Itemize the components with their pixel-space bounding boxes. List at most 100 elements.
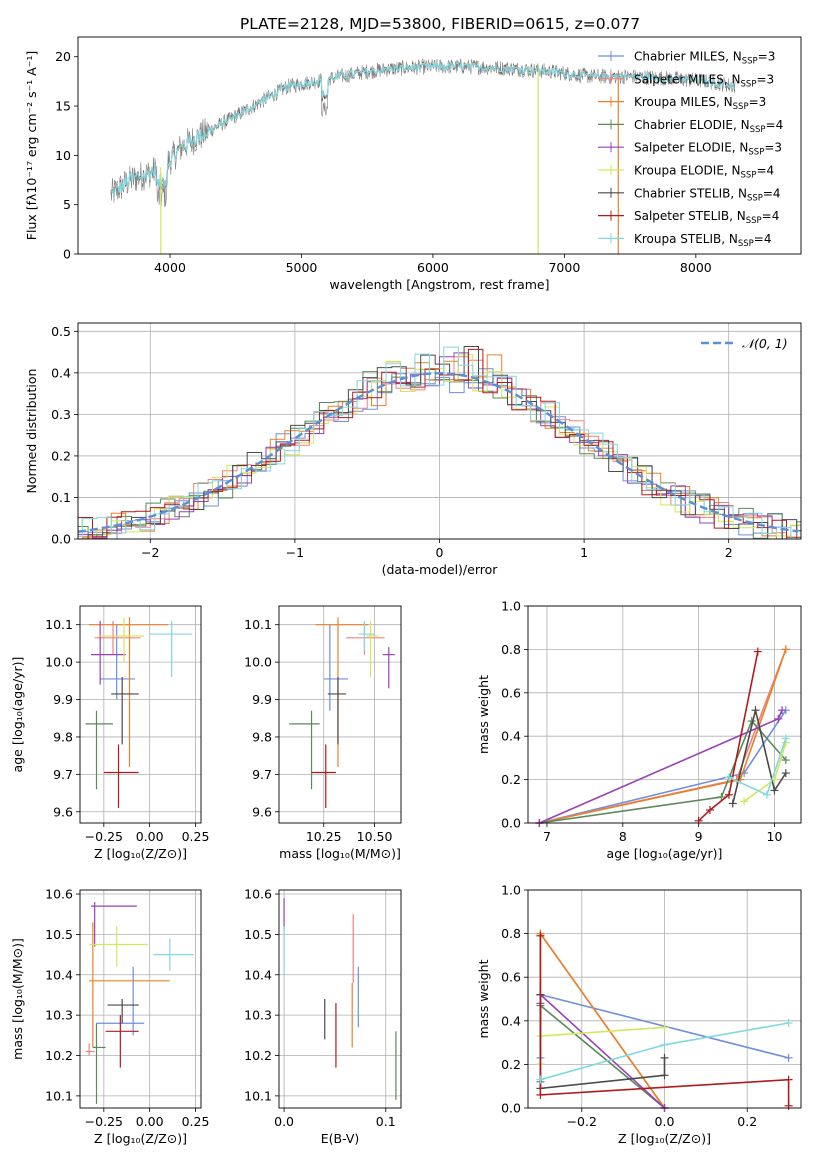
- mass-vs-ebv-panel: 0.0 0.1 10.1 10.2 10.3 10.4 10.5 10.6 E(B-V): [244, 887, 402, 1146]
- x-tick-label: 0.0: [655, 1114, 675, 1129]
- spectrum-panel: 4000 5000 6000 7000 8000 0 5 10 15 20 wavelength […: [24, 36, 802, 292]
- mass-vs-metallicity-panel: −0.25 0.00 0.25 10.1 10.2 10.3 10.4 10.5 10.6 Z […: [10, 887, 209, 1146]
- y-tick-label: 9.8: [53, 729, 73, 744]
- errorbar-point-salpeter-stelib: [103, 744, 139, 809]
- legend-label: Salpeter ELODIE, NSSP=3: [634, 141, 782, 158]
- y-tick-label: 0: [63, 247, 71, 262]
- x-tick-label: −0.2: [567, 1114, 597, 1129]
- errorbar-point-kroupa-stelib: [358, 620, 375, 651]
- x-tick-label: 0.00: [136, 829, 164, 844]
- y-tick-label: 10.6: [244, 887, 272, 902]
- legend-label: Kroupa STELIB, NSSP=4: [634, 232, 772, 249]
- y-tick-label: 10: [55, 148, 71, 163]
- histogram-salpeter-elodie: [78, 352, 801, 539]
- errorbar-point-chabrier-elodie: [92, 1023, 106, 1104]
- errorbar-point-kroupa-miles: [89, 617, 168, 767]
- y-axis-label: Normed distribution: [24, 369, 39, 494]
- y-tick-label: 5: [63, 197, 71, 212]
- y-tick-label: 0.2: [501, 1057, 521, 1072]
- y-tick-label: 1.0: [501, 599, 521, 614]
- errorbar-point-kroupa-elodie: [366, 620, 379, 678]
- errorbar-point-chabrier-stelib: [111, 677, 139, 745]
- x-tick-label: 1: [580, 545, 588, 560]
- x-tick-label: 2: [725, 545, 733, 560]
- histogram-kroupa-stelib: [78, 346, 801, 539]
- x-axis-label: (data-model)/error: [382, 562, 499, 577]
- errorbar-point-chabrier-miles: [323, 624, 349, 711]
- y-tick-label: 10.0: [244, 655, 272, 670]
- errorbar-point-kroupa-elodie: [98, 617, 145, 663]
- y-tick-label: 15: [55, 99, 71, 114]
- x-axis-label: age [log₁₀(age/yr)]: [607, 846, 723, 861]
- x-tick-label: 9: [695, 829, 703, 844]
- y-tick-label: 9.7: [53, 767, 73, 782]
- x-axis-label: Z [log₁₀(Z/Z⊙)]: [618, 1131, 711, 1146]
- legend-label: Chabrier MILES, NSSP=3: [634, 50, 775, 67]
- y-tick-label: 10.1: [45, 617, 73, 632]
- y-axis-label: mass weight: [476, 675, 491, 754]
- x-tick-label: −2: [141, 545, 159, 560]
- x-tick-label: 8: [619, 829, 627, 844]
- axes-frame: [278, 889, 402, 1109]
- y-tick-label: 10.5: [244, 927, 272, 942]
- x-axis-label: Z [log₁₀(Z/Z⊙)]: [94, 846, 187, 861]
- figure-title: PLATE=2128, MJD=53800, FIBERID=0615, z=0…: [240, 15, 640, 33]
- y-tick-label: 0.0: [501, 1101, 521, 1116]
- x-tick-label: 0.25: [182, 829, 210, 844]
- y-tick-label: 9.9: [252, 692, 272, 707]
- model-spectrum-kroupa-stelib-top: [110, 60, 736, 198]
- normal-curve-line: [78, 372, 799, 533]
- x-tick-label: 0.00: [136, 1114, 164, 1129]
- y-tick-label: 10.1: [244, 1088, 272, 1103]
- errorbar-point-salpeter-miles: [85, 1043, 95, 1056]
- x-tick-label: −0.25: [85, 1114, 123, 1129]
- histogram-chabrier-stelib: [78, 346, 801, 539]
- y-tick-label: 0.3: [51, 407, 71, 422]
- spectrum-legend: Chabrier MILES, NSSP=3 Salpeter MILES, NS…: [598, 50, 783, 249]
- errorbar-point-kroupa-elodie: [89, 926, 148, 967]
- x-tick-label: 0: [436, 545, 444, 560]
- legend-label: Kroupa ELODIE, NSSP=4: [634, 164, 774, 181]
- errorbar-point-salpeter-stelib: [105, 1015, 139, 1068]
- x-axis-label: mass [log₁₀(M/M⊙)]: [279, 846, 401, 861]
- y-tick-label: 10.3: [45, 1008, 73, 1023]
- axes-frame: [79, 889, 202, 1109]
- weight-vs-age-panel: 7 8 9 10 0.0 0.2 0.4 0.6 0.8 1.0 age [log₁₀(age/yr…: [476, 599, 802, 861]
- errorbar-point-kroupa-miles: [89, 922, 170, 1048]
- y-tick-label: 10.6: [45, 887, 73, 902]
- y-tick-label: 0.6: [501, 685, 521, 700]
- y-tick-label: 0.8: [501, 926, 521, 941]
- y-tick-label: 10.2: [244, 1048, 272, 1063]
- errorbar-point-salpeter-elodie: [382, 647, 395, 689]
- errorbar-point-kroupa-stelib: [149, 620, 192, 678]
- errorbar-point-salpeter-miles: [346, 620, 385, 655]
- weight-line-salpeter-stelib: [698, 651, 759, 822]
- x-tick-label: 0.2: [737, 1114, 757, 1129]
- x-tick-label: 7000: [548, 260, 580, 275]
- weight-line-chabrier-stelib: [732, 710, 787, 804]
- x-tick-label: 5000: [286, 260, 318, 275]
- y-tick-label: 10.4: [244, 967, 272, 982]
- y-tick-label: 0.5: [51, 324, 71, 339]
- y-tick-label: 0.8: [501, 642, 521, 657]
- errorbar-point-chabrier-stelib: [107, 999, 139, 1024]
- y-tick-label: 0.4: [51, 365, 71, 380]
- y-tick-label: 0.2: [51, 448, 71, 463]
- y-axis-label: mass [log₁₀(M/M⊙)]: [10, 938, 25, 1060]
- age-vs-mass-panel: 10.25 10.50 9.6 9.7 9.8 9.9 10.0 10.1 mass [log₁…: [244, 605, 402, 861]
- residuals-panel: −2 −1 0 1 2 0.0 0.1 0.2 0.3 0.4 0.5 (data-model)/er…: [24, 322, 802, 577]
- y-tick-label: 10.2: [45, 1048, 73, 1063]
- errorbar-point-chabrier-elodie: [85, 710, 113, 790]
- y-tick-label: 0.4: [501, 1013, 521, 1028]
- weight-line-kroupa-elodie: [539, 1026, 665, 1065]
- x-tick-label: 0.0: [274, 1114, 294, 1129]
- axes-frame: [77, 322, 802, 540]
- axes-frame: [527, 889, 802, 1109]
- y-tick-label: 9.6: [252, 804, 272, 819]
- y-tick-label: 9.9: [53, 692, 73, 707]
- errorbar-point-chabrier-elodie: [289, 710, 320, 790]
- y-tick-label: 9.8: [252, 729, 272, 744]
- errorbar-point-kroupa-stelib: [153, 938, 194, 971]
- x-tick-label: 0.25: [182, 1114, 210, 1129]
